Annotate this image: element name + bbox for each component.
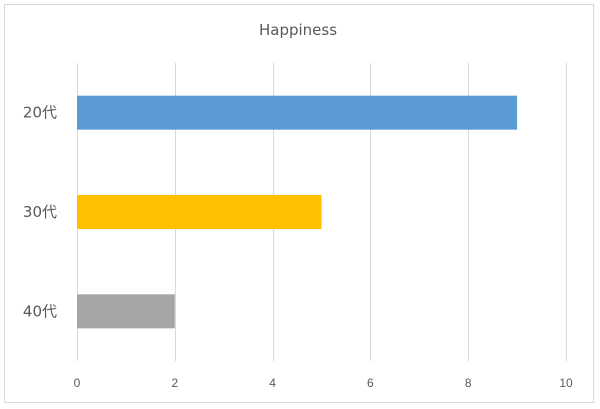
bar bbox=[77, 195, 322, 229]
x-tick-label: 8 bbox=[465, 376, 472, 390]
x-tick-label: 4 bbox=[269, 376, 276, 390]
bar bbox=[77, 294, 175, 329]
x-tick-label: 6 bbox=[367, 376, 374, 390]
category-label: 20代 bbox=[23, 104, 57, 122]
category-label: 40代 bbox=[23, 302, 57, 320]
x-tick-labels: 0 2 4 6 8 10 bbox=[74, 376, 573, 390]
category-label: 30代 bbox=[23, 203, 57, 221]
x-tick-label: 0 bbox=[74, 376, 81, 390]
x-tick-label: 10 bbox=[559, 376, 573, 390]
x-tick-label: 2 bbox=[171, 376, 178, 390]
bar bbox=[77, 95, 518, 130]
category-labels: 20代 30代 40代 bbox=[23, 104, 57, 321]
chart-title: Happiness bbox=[259, 21, 337, 39]
bars bbox=[77, 95, 518, 329]
